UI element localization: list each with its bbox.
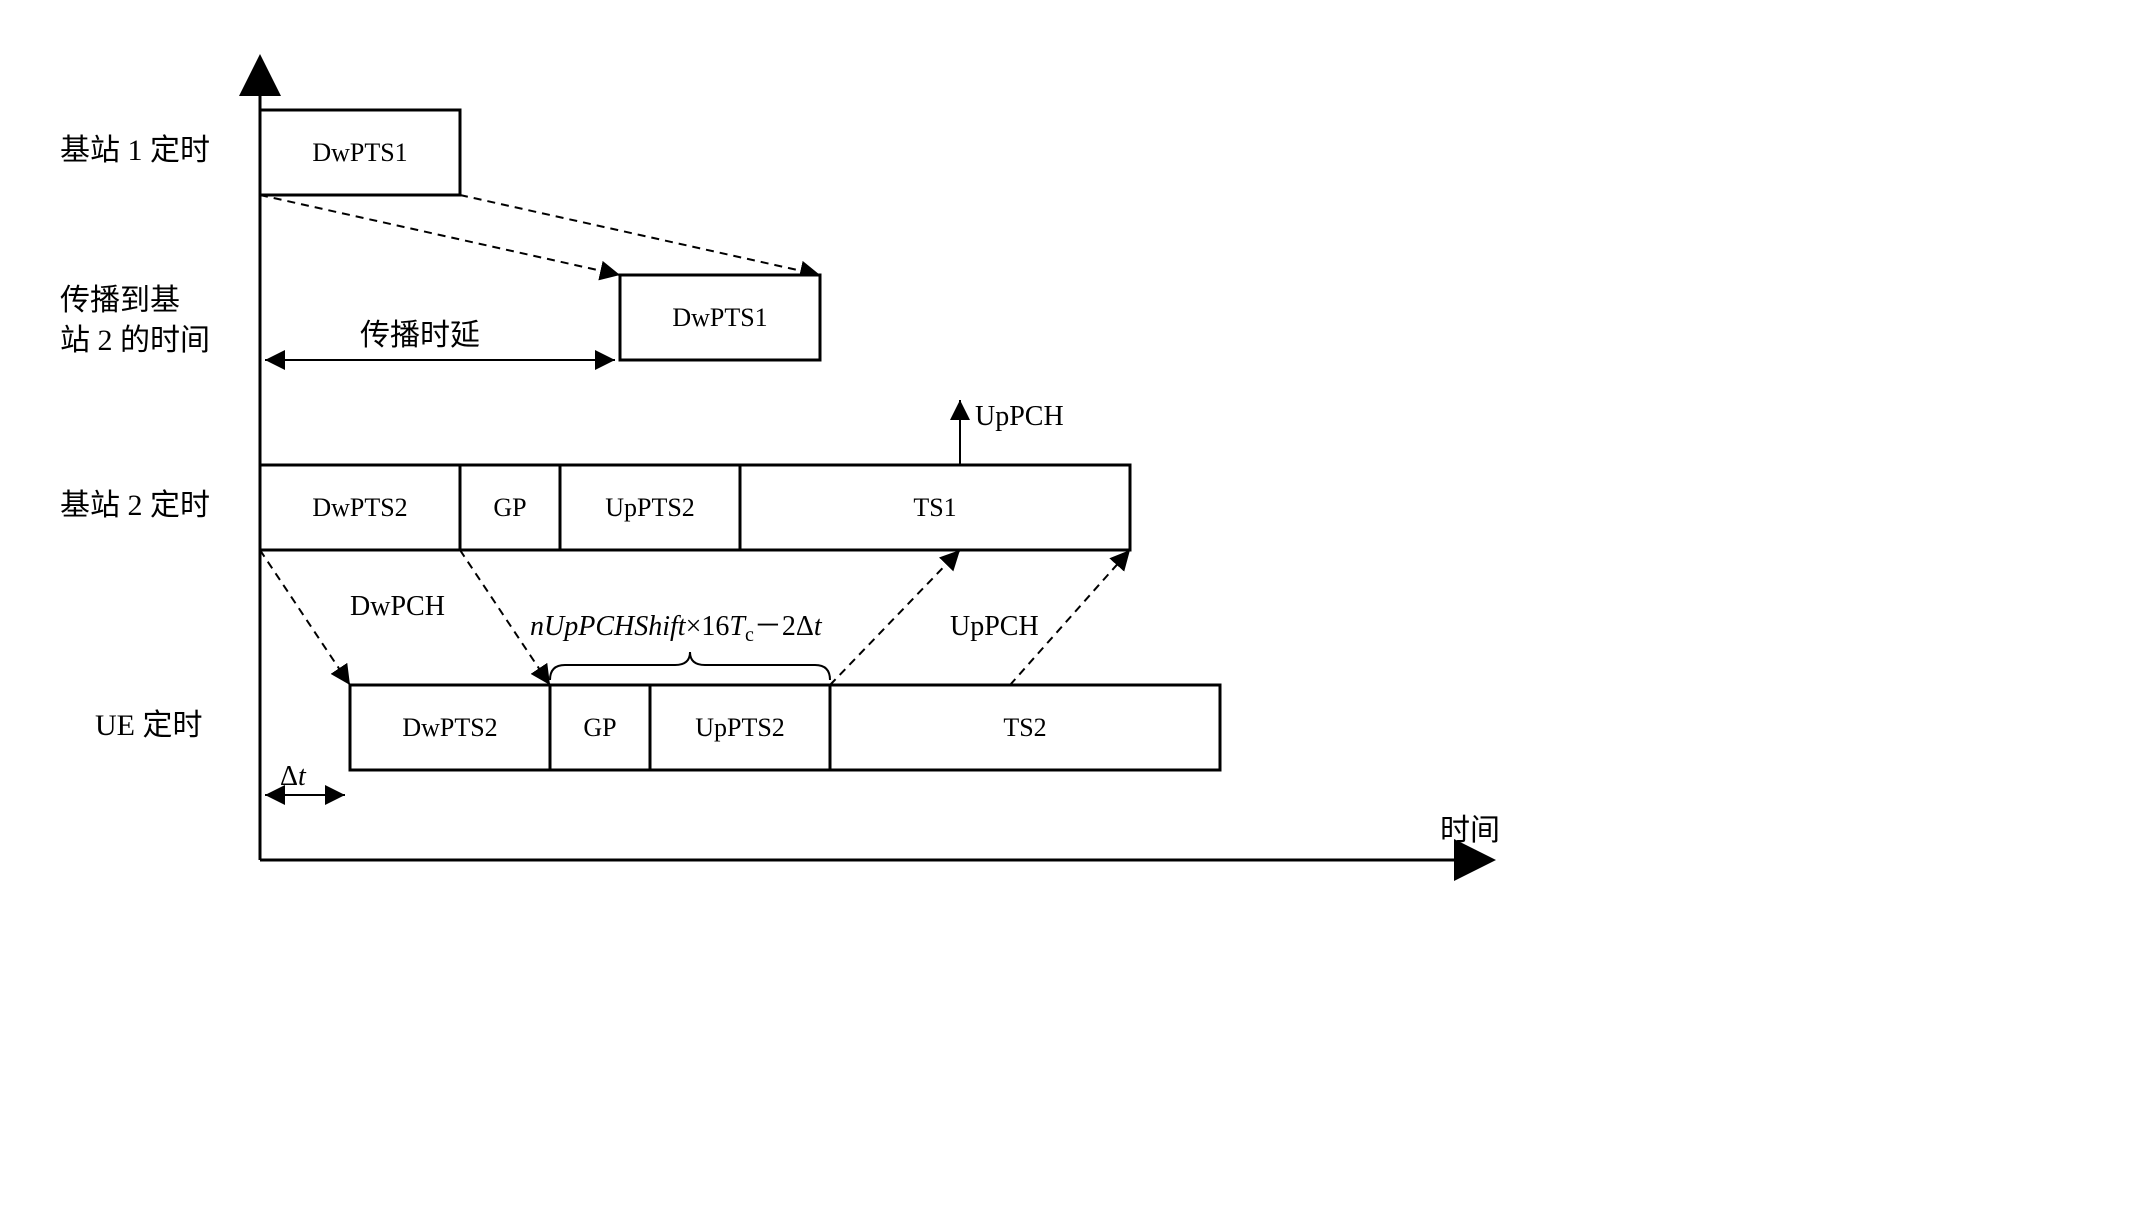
- svg-text:Δt: Δt: [280, 761, 307, 792]
- row4-label: UE 定时: [95, 709, 203, 742]
- dash-row1-to-row2-left: [260, 195, 620, 275]
- row3-uppts2-label: UpPTS2: [605, 493, 695, 522]
- row2-label-line1: 传播到基: [60, 284, 180, 317]
- row3-ts1-label: TS1: [913, 493, 956, 522]
- shift-formula-group: nUpPCHShift×16Tc－2Δt: [530, 611, 823, 646]
- row2-dwpts1-label: DwPTS1: [672, 303, 767, 332]
- row4-dwpts2-label: DwPTS2: [402, 713, 497, 742]
- dwpch-label: DwPCH: [350, 591, 445, 622]
- row4-gp-label: GP: [583, 713, 616, 742]
- svg-text:nUpPCHShift×16Tc－2Δt: nUpPCHShift×16Tc－2Δt: [530, 611, 823, 646]
- row1-dwpts1-label: DwPTS1: [312, 138, 407, 167]
- x-axis-label: 时间: [1440, 814, 1500, 847]
- row4-ts2-label: TS2: [1003, 713, 1046, 742]
- row2-label-line2: 站 2 的时间: [60, 324, 210, 357]
- delta-t-label-group: Δt: [280, 761, 307, 792]
- row3-gp-label: GP: [493, 493, 526, 522]
- dash-row3-to-row4-left1: [260, 550, 350, 685]
- row1-label: 基站 1 定时: [60, 134, 210, 167]
- row4-uppts2-label: UpPTS2: [695, 713, 785, 742]
- row3-label: 基站 2 定时: [60, 489, 210, 522]
- curly-brace: [550, 652, 830, 680]
- timing-diagram-svg: 时间 基站 1 定时 传播到基 站 2 的时间 基站 2 定时 UE 定时 Dw…: [40, 40, 1540, 940]
- uppch-top-label: UpPCH: [975, 401, 1064, 432]
- row3-dwpts2-label: DwPTS2: [312, 493, 407, 522]
- timing-diagram-container: 时间 基站 1 定时 传播到基 站 2 的时间 基站 2 定时 UE 定时 Dw…: [40, 40, 1540, 940]
- dash-row4-to-row3-right1: [830, 550, 960, 685]
- propagation-delay-label: 传播时延: [360, 319, 480, 352]
- uppch-label: UpPCH: [950, 611, 1039, 642]
- dash-row1-to-row2-right: [460, 195, 820, 275]
